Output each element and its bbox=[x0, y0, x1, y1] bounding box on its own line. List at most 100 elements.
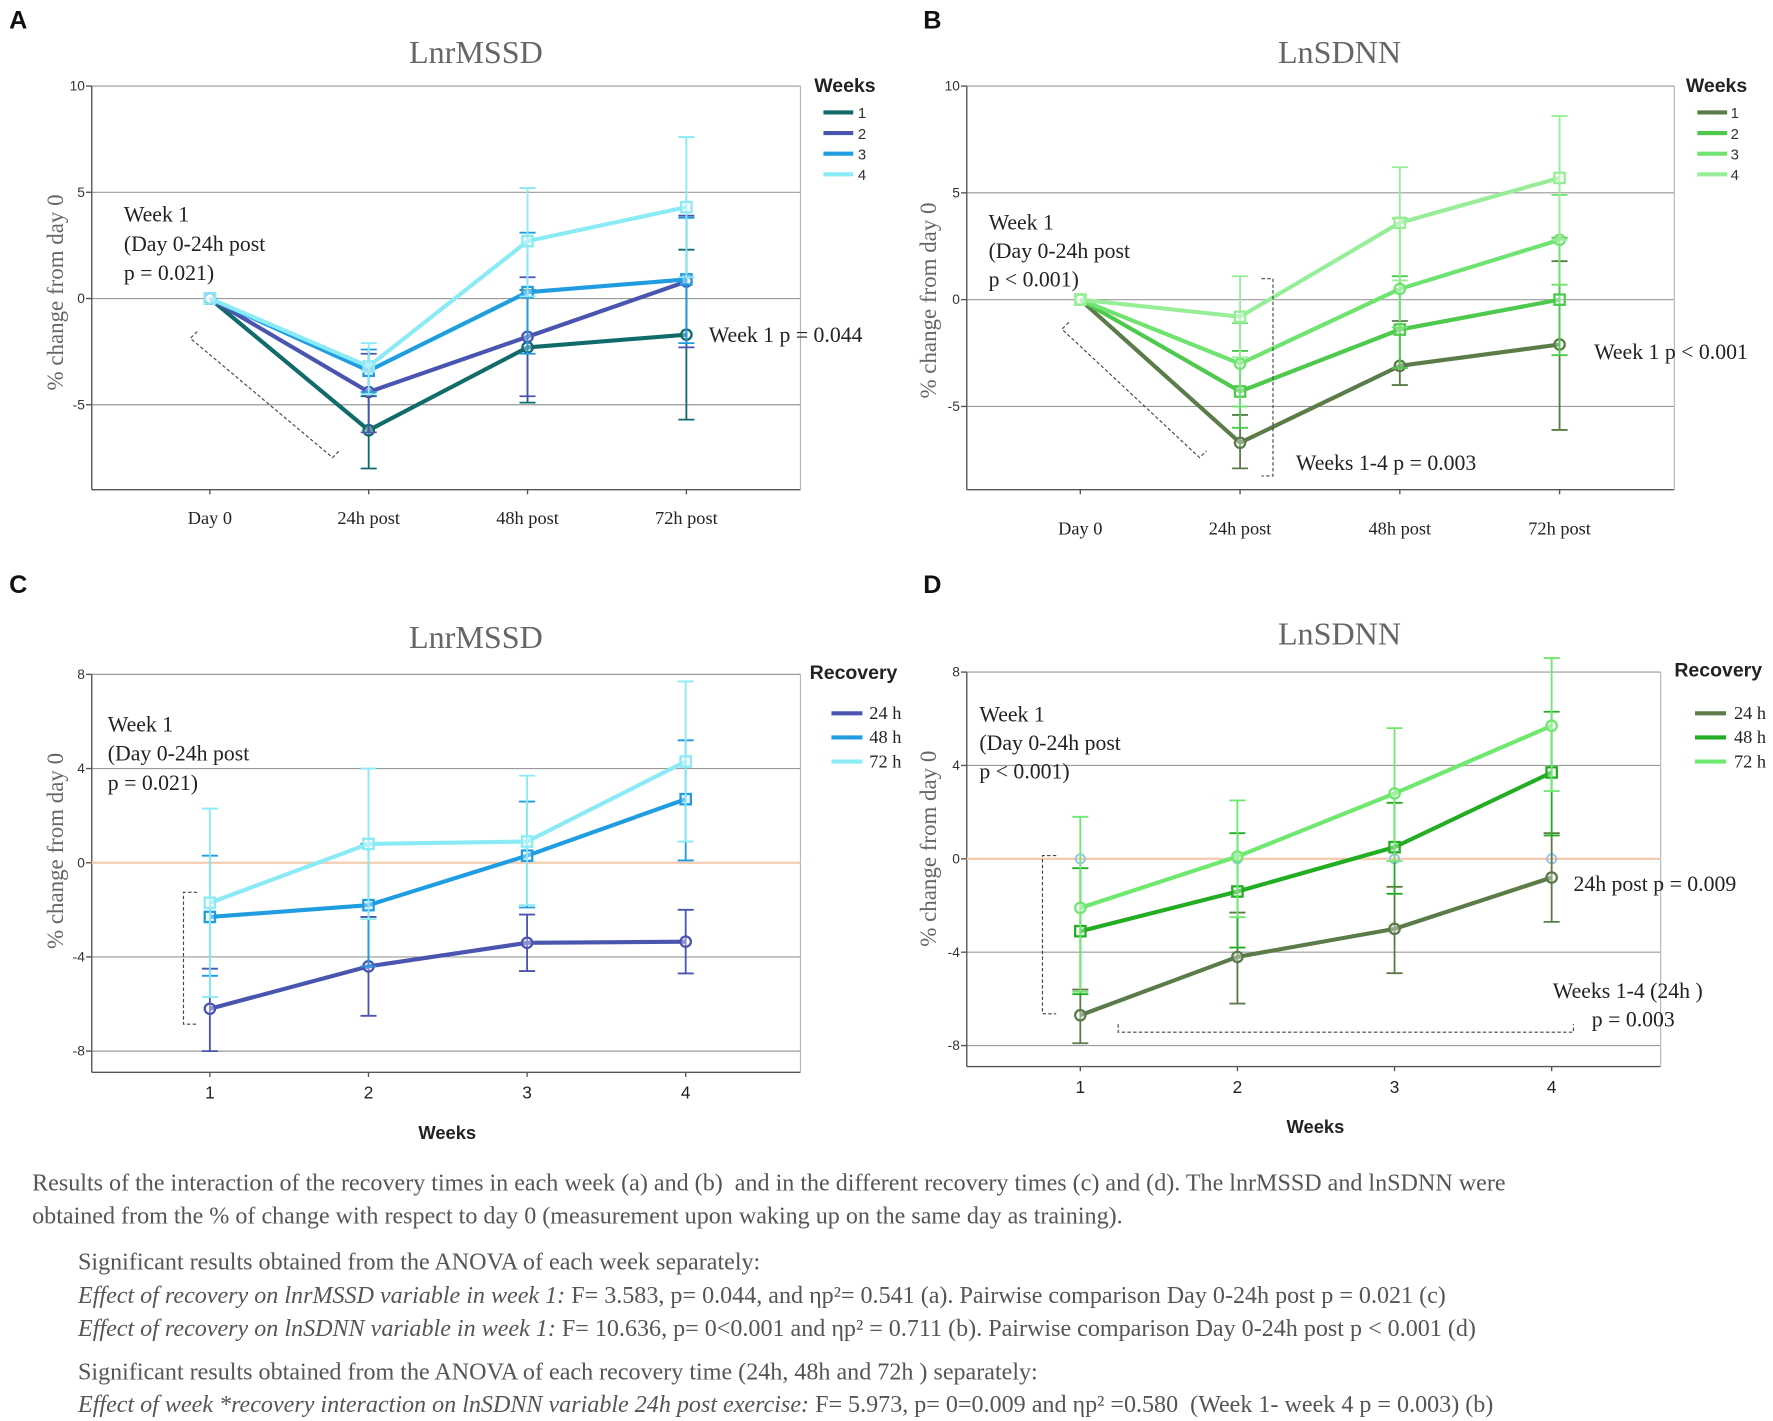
x-tick-label: 3 bbox=[522, 1083, 532, 1103]
annotation: p < 0.001) bbox=[979, 760, 1069, 784]
data-point bbox=[680, 200, 693, 214]
legend-label: 48 h bbox=[869, 727, 901, 747]
x-tick-label: 2 bbox=[364, 1083, 374, 1103]
annotation: Weeks 1-4 p = 0.003 bbox=[1296, 451, 1477, 475]
data-point bbox=[1388, 922, 1401, 936]
annotation: Weeks 1-4 (24h ) bbox=[1553, 979, 1703, 1003]
y-tick-label: 10 bbox=[70, 79, 86, 94]
annotation: (Day 0-24h post bbox=[124, 232, 265, 256]
caption-effect-lnrmssd: Effect of recovery on lnrMSSD variable i… bbox=[77, 1283, 1446, 1309]
legend-label: 3 bbox=[1731, 147, 1739, 163]
panel-label: D bbox=[923, 571, 941, 599]
annotation: (Day 0-24h post bbox=[979, 731, 1120, 755]
y-axis-title: % change from day 0 bbox=[43, 753, 68, 949]
chart-title: LnrMSSD bbox=[409, 34, 543, 70]
caption-line-2: obtained from the % of change with respe… bbox=[32, 1204, 1123, 1230]
y-tick-label: -8 bbox=[948, 1038, 961, 1053]
legend-label: 4 bbox=[858, 168, 866, 184]
annotation: p < 0.001) bbox=[989, 268, 1079, 292]
y-tick-label: 5 bbox=[952, 185, 960, 200]
panel-d: D LnSDNN 8 4 0 -4 -8 1 2 3 4 Weeks % change from day… bbox=[916, 571, 1766, 1137]
data-point bbox=[1231, 850, 1244, 863]
legend-label: 3 bbox=[858, 147, 866, 163]
legend-label: 4 bbox=[1731, 168, 1739, 184]
chart-title: LnrMSSD bbox=[409, 619, 543, 655]
legend-label: 1 bbox=[1731, 106, 1739, 122]
series-line bbox=[1078, 298, 1560, 445]
y-tick-label: 4 bbox=[952, 758, 960, 773]
y-tick-label: 10 bbox=[945, 79, 961, 94]
y-tick-label: 0 bbox=[952, 851, 960, 866]
caption-interaction-stats: F= 5.973, p= 0=0.009 and ηp² =0.580 (Wee… bbox=[809, 1392, 1493, 1418]
y-tick-label: 8 bbox=[77, 667, 85, 682]
series-line bbox=[1080, 175, 1561, 319]
data-point bbox=[521, 234, 534, 248]
series-4 bbox=[1074, 115, 1568, 359]
data-point bbox=[1553, 293, 1566, 306]
data-point bbox=[1393, 282, 1407, 296]
y-tick-label: 0 bbox=[77, 855, 85, 870]
series-line bbox=[1079, 770, 1553, 934]
y-tick-label: 4 bbox=[77, 761, 85, 776]
data-point bbox=[1233, 310, 1247, 324]
data-point bbox=[1233, 436, 1247, 450]
caption-effect-lnsdnn-stats: F= 10.636, p= 0<0.001 and ηp² = 0.711 (b… bbox=[556, 1316, 1476, 1342]
series-line bbox=[208, 296, 687, 433]
x-tick-label: 1 bbox=[205, 1083, 215, 1103]
x-tick-label: 72h post bbox=[1528, 518, 1591, 538]
y-tick-label: -4 bbox=[948, 945, 961, 960]
series-line bbox=[209, 939, 686, 1011]
data-point bbox=[362, 837, 375, 851]
y-tick-label: -4 bbox=[73, 950, 86, 965]
data-point bbox=[203, 1002, 217, 1016]
x-axis-title: Weeks bbox=[1287, 1116, 1345, 1137]
annotation: 24h post p = 0.009 bbox=[1573, 872, 1736, 896]
caption-effect-lnrmssd-label: Effect of recovery on lnrMSSD variable i… bbox=[77, 1283, 565, 1309]
series-24h bbox=[1072, 832, 1560, 1045]
annotation: p = 0.003 bbox=[1592, 1007, 1675, 1031]
caption-effect-lnsdnn-label: Effect of recovery on lnSDNN variable in… bbox=[77, 1316, 556, 1342]
significance-bracket bbox=[1041, 855, 1057, 1015]
annotation: Week 1 bbox=[124, 202, 189, 226]
data-point bbox=[679, 755, 692, 768]
data-point bbox=[1393, 216, 1407, 230]
series-line bbox=[209, 759, 687, 905]
y-tick-label: 0 bbox=[952, 292, 960, 307]
y-axis-title: % change from day 0 bbox=[916, 202, 941, 398]
panel-label: C bbox=[9, 571, 27, 599]
caption-line-1: Results of the interaction of the recove… bbox=[32, 1170, 1505, 1196]
x-tick-label: 48h post bbox=[1369, 518, 1432, 538]
series-line bbox=[209, 797, 687, 919]
legend-label: 48 h bbox=[1734, 727, 1766, 747]
legend-title: Weeks bbox=[1686, 75, 1748, 97]
significance-bracket bbox=[1117, 1024, 1575, 1033]
x-tick-label: 4 bbox=[1547, 1077, 1557, 1097]
panel-b: B LnSDNN 10 5 0 -5 Day 0 24h post 48h post 72h po… bbox=[916, 7, 1748, 539]
series-line bbox=[209, 205, 687, 369]
x-tick-label: 3 bbox=[1390, 1077, 1400, 1097]
chart-title: LnSDNN bbox=[1278, 616, 1401, 652]
x-axis-title: Weeks bbox=[418, 1122, 476, 1143]
legend-title: Weeks bbox=[814, 75, 876, 97]
significance-bracket bbox=[1261, 278, 1274, 477]
x-tick-label: 2 bbox=[1233, 1077, 1243, 1097]
annotation: Week 1 bbox=[108, 713, 173, 737]
chart-title: LnSDNN bbox=[1278, 34, 1401, 70]
x-tick-label: 1 bbox=[1076, 1077, 1086, 1097]
series-line bbox=[1079, 237, 1561, 366]
annotation: (Day 0-24h post bbox=[108, 741, 249, 765]
x-tick-label: Day 0 bbox=[1058, 518, 1102, 538]
panel-label: A bbox=[9, 7, 27, 35]
series-line bbox=[1079, 723, 1553, 910]
legend-label: 2 bbox=[858, 127, 866, 143]
data-point bbox=[1388, 787, 1401, 800]
caption-effect-lnsdnn: Effect of recovery on lnSDNN variable in… bbox=[77, 1316, 1476, 1342]
data-point bbox=[1233, 357, 1247, 371]
data-point bbox=[679, 935, 692, 948]
legend-label: 24 h bbox=[869, 703, 901, 723]
y-tick-label: 0 bbox=[77, 291, 85, 306]
series-line bbox=[1079, 875, 1553, 1018]
annotation: (Day 0-24h post bbox=[989, 239, 1130, 263]
